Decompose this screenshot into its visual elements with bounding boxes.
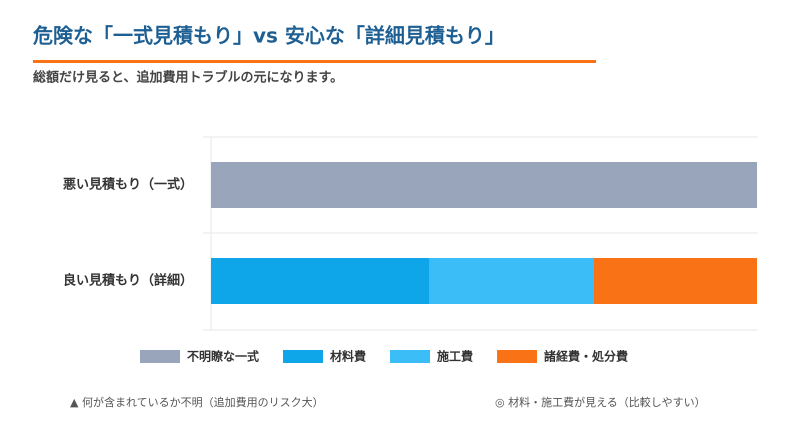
bar-segment (429, 258, 594, 304)
bar-segment (593, 258, 757, 304)
legend-swatch (283, 350, 324, 363)
y-tick-label: 悪い見積もり（一式） (63, 177, 193, 193)
legend-swatch (140, 350, 180, 363)
legend-swatch (390, 350, 431, 363)
bar-segment (211, 162, 757, 208)
chart-subtitle: 総額だけ見ると、追加費用トラブルの元になります。 (33, 70, 343, 86)
legend-label: 諸経費・処分費 (544, 349, 628, 364)
legend-swatch (497, 350, 538, 363)
legend-label: 不明瞭な一式 (187, 349, 259, 364)
legend-label: 施工費 (437, 349, 473, 364)
legend-label: 材料費 (329, 349, 366, 364)
annotation: ◎ 材料・施工費が見える（比較しやすい） (495, 395, 706, 409)
bar-segment (211, 258, 430, 304)
annotation: ▲ 何が含まれているか不明（追加費用のリスク大） (70, 395, 324, 409)
chart-title: 危険な「一式見積もり」vs 安心な「詳細見積もり」 (33, 24, 505, 48)
y-tick-label: 良い見積もり（詳細） (63, 273, 193, 289)
title-underline (33, 60, 596, 63)
